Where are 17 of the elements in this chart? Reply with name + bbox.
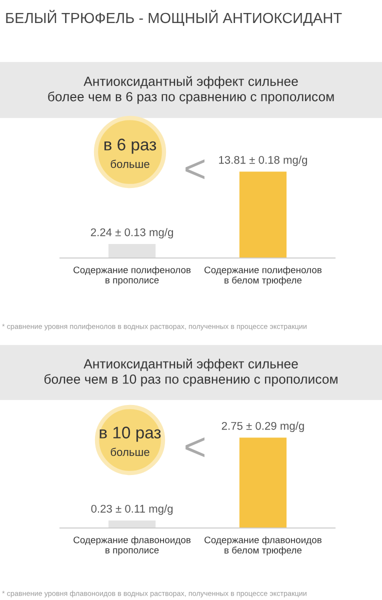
annotation: < bbox=[186, 437, 204, 458]
annotation: в 10 раз bbox=[100, 426, 161, 442]
data-label: 2.24 ± 0.13 mg/g bbox=[90, 228, 173, 238]
annotation: больше bbox=[110, 448, 150, 456]
x-tick-label: Содержание полифенолов в прополисе bbox=[74, 266, 191, 286]
chart-title: Антиоксидантный эффект сильнее более чем в 10 раз по сравнению с прополисом bbox=[44, 358, 338, 386]
annotation: < bbox=[186, 159, 204, 180]
data-label: 0.23 ± 0.11 mg/g bbox=[91, 504, 173, 515]
text: больше bbox=[110, 160, 150, 168]
chart-subtitle: Антиоксидантный эффект сильнее более чем в 6 раз по сравнению с прополисом bbox=[48, 76, 334, 104]
chart-title: БЕЛЫЙ ТРЮФЕЛЬ - МОЩНЫЙ АНТИОКСИДАНТ bbox=[6, 10, 342, 26]
x-tick-label: Содержание флавоноидов в прополисе bbox=[74, 536, 191, 556]
x-tick-label: Содержание полифенолов в белом трюфеле bbox=[204, 266, 322, 286]
data-label: 2.75 ± 0.29 mg/g bbox=[222, 422, 304, 432]
x-tick-label: Содержание флавоноидов в белом трюфеле bbox=[204, 536, 322, 556]
data-label: 13.81 ± 0.18 mg/g bbox=[219, 156, 308, 166]
text: в 6 раз bbox=[104, 138, 156, 154]
